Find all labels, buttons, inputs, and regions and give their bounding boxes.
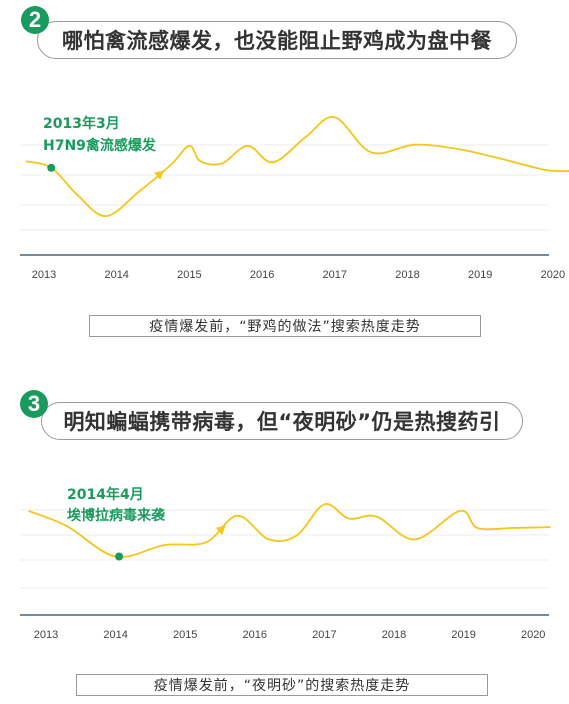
- trend-arrow-icon: [215, 525, 226, 536]
- series-line: [28, 503, 551, 558]
- x-tick-label: 2013: [34, 629, 58, 641]
- event-annotation-date: 2013年3月: [43, 115, 120, 132]
- x-tick-label: 2017: [312, 629, 336, 641]
- x-tick-label: 2016: [243, 629, 267, 641]
- x-tick-label: 2014: [103, 629, 127, 641]
- section-wild-pheasant: 2 哪怕禽流感爆发，也没能阻止野鸡成为盘中餐 2013 2014 2015 2016 2…: [0, 0, 569, 350]
- x-tick-label: 2016: [250, 269, 274, 281]
- x-tick-label: 2020: [541, 269, 565, 281]
- x-tick-label: 2018: [395, 269, 419, 281]
- section-title: 哪怕禽流感爆发，也没能阻止野鸡成为盘中餐: [37, 21, 517, 59]
- event-annotation-label: H7N9禽流感爆发: [43, 137, 157, 154]
- chart-bat-guano-search-trend: 2013 2014 2015 2016 2017 2018 2019 2020 2014年4月埃…: [20, 486, 551, 641]
- x-tick-label: 2014: [104, 269, 128, 281]
- section-number-badge: 3: [20, 390, 48, 418]
- event-annotation-label: 埃博拉病毒来袭: [67, 507, 166, 524]
- section-title: 明知蝙蝠携带病毒，但“夜明砂”仍是热搜药引: [41, 402, 523, 440]
- x-tick-label: 2015: [177, 269, 201, 281]
- x-tick-label: 2020: [521, 629, 545, 641]
- chart-caption: 疫情爆发前，“野鸡的做法”搜索热度走势: [89, 315, 481, 337]
- chart-pheasant-search-trend: 2013 2014 2015 2016 2017 2018 2019 2020 2013年3月 H…: [20, 115, 569, 281]
- x-tick-label: 2017: [323, 269, 347, 281]
- x-tick-label: 2019: [468, 269, 492, 281]
- series-line: [25, 116, 569, 218]
- event-marker: [47, 163, 56, 172]
- section-number-badge: 2: [21, 6, 49, 34]
- x-tick-label: 2013: [32, 269, 56, 281]
- x-tick-label: 2019: [451, 629, 475, 641]
- event-marker: [115, 552, 124, 561]
- x-tick-label: 2018: [382, 629, 406, 641]
- x-tick-label: 2015: [173, 629, 197, 641]
- chart-caption: 疫情爆发前，“夜明砂”的搜索热度走势: [76, 674, 488, 696]
- section-bat-guano: 3 明知蝙蝠携带病毒，但“夜明砂”仍是热搜药引 2013 2014 2015 2016…: [0, 380, 569, 704]
- event-annotation-date: 2014年4月: [67, 486, 144, 503]
- trend-arrow-icon: [154, 170, 164, 180]
